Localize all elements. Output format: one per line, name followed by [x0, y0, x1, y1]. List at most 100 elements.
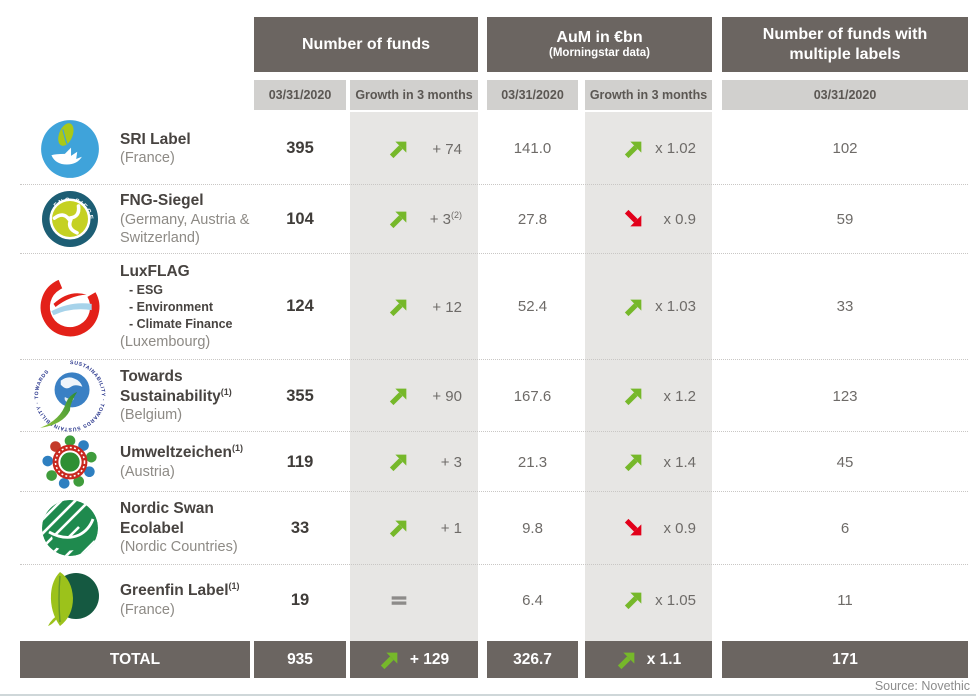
funds-count: 33 — [290, 518, 310, 537]
growth-arrow-icon — [388, 208, 410, 230]
label-sublabels: - ESG - Environment - Climate Finance — [129, 282, 233, 331]
growth-value: x 1.05 — [655, 591, 696, 609]
subheader-aum-growth: Growth in 3 months — [585, 80, 712, 110]
swan-icon — [42, 500, 98, 556]
red-ring-swoosh-icon — [40, 277, 100, 336]
subheader-funds-growth: Growth in 3 months — [350, 80, 478, 110]
funds-count: 119 — [286, 452, 314, 471]
aum-growth-cell: x 0.9 — [585, 517, 712, 539]
header-aum: AuM in €bn (Morningstar data) — [487, 17, 712, 72]
growth-value: x 0.9 — [663, 210, 696, 228]
label-cell: Umweltzeichen(1) (Austria) — [120, 443, 254, 481]
total-funds: 935 — [254, 641, 346, 678]
label-country: (Austria) — [120, 463, 175, 480]
growth-arrow-icon — [623, 138, 645, 160]
growth-value: x 1.2 — [663, 387, 696, 405]
multi-labels-count: 45 — [836, 453, 854, 471]
multi-labels-count: 33 — [836, 298, 854, 315]
subheader-aum-date: 03/31/2020 — [487, 80, 578, 110]
label-name: Greenfin Label — [120, 582, 229, 600]
aum-value: 27.8 — [517, 210, 548, 228]
aum-growth-column-stripe — [585, 112, 712, 678]
eco-flower-icon — [42, 435, 97, 489]
growth-value: + 12 — [432, 298, 462, 316]
label-name: Nordic Swan Ecolabel — [120, 500, 214, 538]
table-row: Greenfin Label(1) (France) 19 6.4 x 1.05… — [20, 565, 968, 635]
growth-value: x 0.9 — [663, 519, 696, 537]
leaf-hand-icon — [41, 119, 99, 178]
aum-growth-cell: x 1.02 — [585, 138, 712, 160]
label-country: (France) — [120, 601, 175, 618]
multi-labels-count: 59 — [836, 210, 854, 228]
multi-labels-count: 102 — [832, 140, 858, 157]
aum-value: 9.8 — [522, 519, 543, 537]
aum-growth-cell: x 0.9 — [585, 208, 712, 230]
total-row: TOTAL 935 + 129 326.7 x 1.1 171 — [20, 641, 968, 678]
label-name: Towards Sustainability — [120, 368, 221, 406]
funds-growth-cell — [350, 589, 478, 611]
label-country: (Germany, Austria & Switzerland) — [120, 211, 250, 246]
towards-sustainability-logo: SUSTAINABILITY · TOWARDS SUSTAINABILITY … — [20, 360, 120, 432]
growth-arrow-icon — [388, 451, 410, 473]
funds-count: 355 — [286, 386, 314, 405]
growth-value: x 1.1 — [646, 650, 682, 668]
growth-arrow-icon — [623, 208, 645, 230]
growth-value: + 1 — [440, 520, 462, 537]
subheader-funds-date: 03/31/2020 — [254, 80, 346, 110]
table-row: FNG-SIEGEL FNG-Siegel (Germany, Austria … — [20, 185, 968, 254]
header-number-of-funds: Number of funds — [254, 17, 478, 72]
funds-growth-cell: + 12 — [350, 296, 478, 318]
source-credit: Source: Novethic — [874, 679, 970, 693]
growth-value: + 129 — [409, 650, 450, 668]
growth-arrow-icon — [388, 296, 410, 318]
nordic-swan-logo — [20, 497, 120, 559]
growth-value: + 3(2) — [429, 210, 462, 228]
greenfin-label-logo — [20, 568, 120, 632]
fng-seal-icon: FNG-SIEGEL — [39, 188, 98, 247]
aum-growth-cell: x 1.4 — [585, 451, 712, 473]
aum-growth-cell: x 1.03 — [585, 296, 712, 318]
label-country: (Belgium) — [120, 407, 183, 424]
label-name: SRI Label — [120, 130, 191, 148]
luxflag-logo — [20, 275, 120, 339]
total-funds-growth: + 129 — [350, 641, 478, 678]
growth-arrow-icon — [388, 138, 410, 160]
label-cell: Greenfin Label(1) (France) — [120, 581, 254, 619]
aum-value: 141.0 — [513, 140, 552, 157]
label-cell: FNG-Siegel (Germany, Austria & Switzerla… — [120, 191, 254, 247]
growth-arrow-icon — [623, 589, 645, 611]
header-subtitle: (Morningstar data) — [549, 47, 650, 60]
multi-labels-count: 11 — [837, 591, 853, 609]
label-cell: Nordic Swan Ecolabel (Nordic Countries) — [120, 499, 254, 556]
bottom-divider — [0, 694, 976, 696]
growth-value: x 1.4 — [663, 453, 696, 471]
growth-equal-icon — [388, 589, 410, 611]
leaf-circle-icon — [48, 572, 99, 626]
label-footnote: (1) — [228, 581, 240, 592]
label-name: Umweltzeichen — [120, 444, 232, 462]
funds-growth-cell: + 1 — [350, 517, 478, 539]
sri-label-logo — [20, 117, 120, 181]
label-footnote: (1) — [220, 386, 232, 397]
table-body: SRI Label (France) 395 + 74 141.0 x 1.02… — [20, 113, 968, 635]
label-cell: SRI Label (France) — [120, 130, 254, 168]
growth-arrow-icon — [388, 517, 410, 539]
growth-value: x 1.03 — [655, 298, 696, 315]
growth-arrow-icon — [379, 649, 401, 671]
multi-labels-count: 6 — [840, 519, 850, 537]
label-footnote: (1) — [231, 443, 243, 454]
table-row: SRI Label (France) 395 + 74 141.0 x 1.02… — [20, 113, 968, 185]
funds-growth-column-stripe — [350, 112, 478, 678]
label-country: (Luxembourg) — [120, 333, 211, 350]
label-cell: LuxFLAG - ESG - Environment - Climate Fi… — [120, 262, 254, 350]
growth-value: + 90 — [432, 388, 462, 405]
funds-growth-cell: + 3 — [350, 451, 478, 473]
funds-count: 124 — [286, 297, 314, 315]
header-title: Number of funds — [302, 35, 430, 53]
funds-count: 19 — [290, 590, 310, 609]
growth-value: x 1.02 — [655, 140, 696, 157]
aum-value: 167.6 — [513, 387, 552, 405]
aum-value: 6.4 — [522, 591, 543, 609]
total-aum: 326.7 — [487, 641, 578, 678]
growth-arrow-icon — [623, 451, 645, 473]
